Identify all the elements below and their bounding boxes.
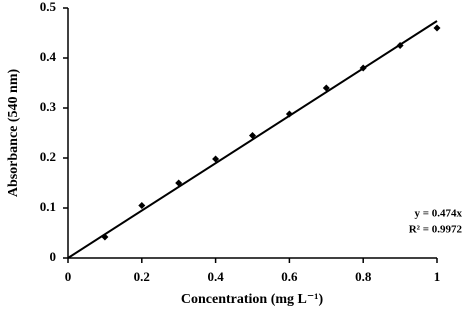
x-tick-label: 0.4: [207, 269, 224, 284]
data-point: [249, 132, 256, 139]
x-tick-label: 0.8: [355, 269, 372, 284]
data-point: [322, 84, 330, 92]
y-tick-label: 0.2: [40, 149, 56, 164]
data-point: [359, 64, 367, 72]
trendline: [67, 20, 438, 259]
data-point: [101, 233, 109, 241]
data-point: [285, 110, 293, 118]
y-axis-title: Absorbance (540 nm): [6, 69, 21, 198]
y-tick-label: 0.1: [40, 199, 56, 214]
data-point: [212, 155, 220, 163]
trendline-equation: y = 0.474x: [414, 208, 462, 220]
data-point: [396, 42, 404, 49]
x-tick-label: 0.2: [134, 269, 150, 284]
y-tick-label: 0: [50, 249, 57, 264]
x-axis-title: Concentration (mg L⁻¹): [181, 292, 324, 307]
data-point: [175, 179, 183, 187]
y-tick-label: 0.4: [40, 49, 57, 64]
x-tick-label: 0: [65, 269, 72, 284]
x-tick-label: 0.6: [281, 269, 298, 284]
y-tick-label: 0.3: [40, 99, 57, 114]
y-tick-label: 0.5: [40, 0, 57, 14]
data-point: [433, 24, 441, 32]
trendline-r2: R² = 0.9972: [409, 224, 463, 236]
data-point: [138, 202, 146, 209]
x-tick-label: 1: [434, 269, 441, 284]
